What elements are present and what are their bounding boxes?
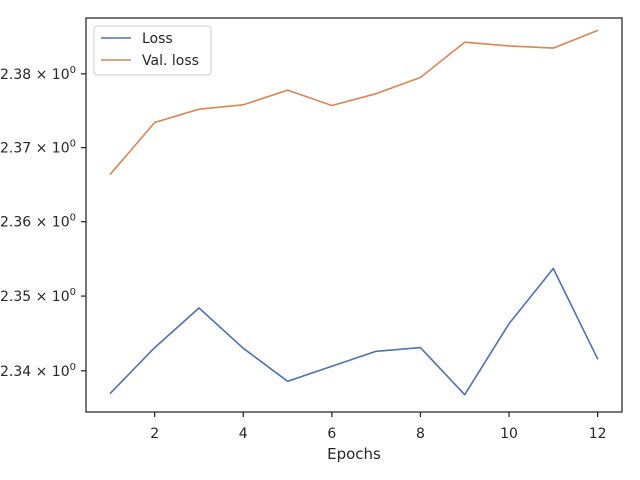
- legend-label-loss: Loss: [142, 31, 173, 47]
- x-tick-label: 8: [416, 426, 425, 442]
- legend: Loss Val. loss: [93, 25, 212, 76]
- x-tick-label: 2: [150, 426, 159, 442]
- y-tick-label: 2.34 × 100: [0, 362, 76, 380]
- y-tick-label: 2.38 × 100: [0, 65, 76, 83]
- x-tick-label: 4: [239, 426, 248, 442]
- x-axis: 2 4 6 8 10 12: [150, 412, 607, 442]
- legend-label-val-loss: Val. loss: [142, 53, 199, 69]
- x-axis-label: Epochs: [327, 445, 381, 463]
- y-tick-label: 2.35 × 100: [0, 287, 76, 305]
- x-tick-label: 10: [500, 426, 518, 442]
- series-line-val-loss: [109, 29, 599, 175]
- y-tick-label: 2.37 × 100: [0, 139, 76, 157]
- y-tick-label: 2.36 × 100: [0, 213, 76, 231]
- x-tick-label: 6: [327, 426, 336, 442]
- x-tick-label: 12: [589, 426, 607, 442]
- plot-series: [109, 29, 599, 396]
- series-line-loss: [109, 267, 599, 396]
- y-axis: 2.34 × 100 2.35 × 100 2.36 × 100 2.37 × 100…: [0, 65, 86, 380]
- plot-frame: [85, 17, 623, 413]
